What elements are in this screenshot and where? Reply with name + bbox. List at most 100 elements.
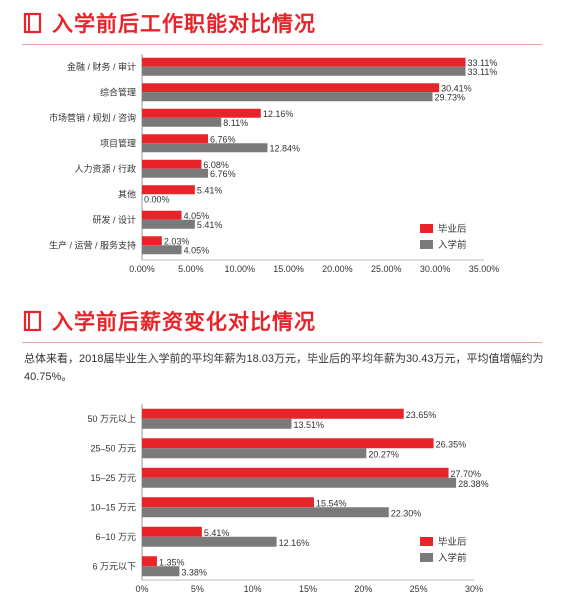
bar: [142, 210, 182, 220]
bar: [142, 57, 466, 67]
category-label: 其他: [118, 188, 136, 199]
legend-label: 毕业后: [438, 223, 467, 235]
legend-label: 毕业后: [438, 536, 467, 548]
x-tick-label: 25.00%: [371, 264, 402, 274]
data-label: 13.51%: [294, 420, 325, 430]
bar: [142, 83, 440, 93]
bar: [142, 219, 195, 229]
data-label: 12.16%: [263, 109, 294, 119]
x-tick-label: 5%: [191, 584, 204, 594]
data-label: 1.35%: [159, 557, 185, 567]
x-tick-label: 35.00%: [469, 264, 500, 274]
data-label: 22.30%: [391, 508, 422, 518]
data-label: 30.41%: [441, 83, 472, 93]
summary-text: 总体来看，2018届毕业生入学前的平均年薪为18.03万元，毕业后的平均年薪为3…: [24, 353, 544, 383]
legend-swatch: [420, 224, 433, 233]
data-label: 2.03%: [164, 236, 190, 246]
bar: [142, 566, 180, 577]
bar: [142, 236, 162, 246]
bar: [142, 92, 433, 102]
category-label: 综合管理: [100, 86, 136, 97]
bar: [142, 134, 209, 144]
x-tick-label: 30.00%: [420, 264, 451, 274]
data-label: 15.54%: [316, 498, 347, 508]
data-label: 33.11%: [468, 67, 498, 77]
data-label: 26.35%: [436, 439, 467, 449]
section-title-1: 入学前后工作职能对比情况: [52, 13, 316, 36]
bar: [142, 408, 404, 419]
bar: [142, 108, 261, 118]
section-header-1: 入学前后工作职能对比情况: [22, 8, 316, 38]
data-label: 4.05%: [184, 245, 210, 255]
data-label: 8.11%: [223, 118, 248, 128]
x-tick-label: 20.00%: [322, 264, 353, 274]
legend-swatch: [420, 240, 433, 249]
category-label: 50 万元以上: [87, 414, 136, 424]
x-tick-label: 30%: [465, 584, 483, 594]
bar: [142, 536, 277, 547]
bar: [142, 66, 466, 76]
legend-swatch: [420, 553, 433, 562]
category-label: 生产 / 运营 / 服务支持: [49, 239, 136, 250]
bar: [142, 143, 268, 153]
bar: [142, 526, 202, 537]
category-label: 6–10 万元: [95, 532, 136, 542]
x-tick-label: 0%: [135, 584, 148, 594]
data-label: 4.05%: [184, 211, 210, 221]
category-label: 金融 / 财务 / 审计: [67, 61, 136, 72]
data-label: 33.11%: [468, 58, 498, 68]
category-label: 6 万元以下: [92, 561, 136, 571]
bar: [142, 556, 157, 567]
chart-job-function: 金融 / 财务 / 审计 33.11%33.11% 综合管理 30.41%29.73%…: [49, 54, 500, 274]
category-label: 人力资源 / 行政: [74, 163, 136, 174]
bar: [142, 438, 434, 449]
section-header-2: 入学前后薪资变化对比情况: [22, 306, 316, 336]
x-tick-label: 10%: [244, 584, 262, 594]
legend-label: 入学前: [438, 239, 467, 251]
data-label: 12.84%: [269, 143, 300, 153]
bar: [142, 168, 209, 178]
category-label: 项目管理: [100, 137, 136, 148]
data-label: 28.38%: [458, 479, 489, 489]
x-tick-label: 10.00%: [224, 264, 255, 274]
bar: [142, 507, 389, 518]
x-tick-label: 15.00%: [273, 264, 304, 274]
category-label: 15–25 万元: [90, 473, 136, 483]
data-label: 3.38%: [181, 567, 207, 577]
bar: [142, 245, 182, 255]
x-tick-label: 25%: [410, 584, 428, 594]
data-label: 29.73%: [435, 92, 466, 102]
bar: [142, 477, 457, 488]
category-label: 10–15 万元: [90, 502, 136, 512]
bar: [142, 497, 314, 508]
data-label: 20.27%: [368, 449, 399, 459]
data-label: 5.41%: [197, 220, 223, 230]
data-label: 6.08%: [203, 160, 229, 170]
book-icon: [23, 310, 42, 332]
legend-label: 入学前: [438, 552, 467, 564]
chart-salary-change: 50 万元以上 23.65% 13.51% 25–50 万元 26.35% 20.27% 1…: [87, 404, 489, 594]
x-tick-label: 15%: [299, 584, 317, 594]
section-divider-2: [22, 342, 542, 343]
x-tick-label: 0.00%: [129, 264, 155, 274]
bar: [142, 117, 222, 127]
category-label: 研发 / 设计: [92, 214, 136, 225]
bar: [142, 418, 292, 429]
legend-swatch: [420, 537, 433, 546]
section-title-2: 入学前后薪资变化对比情况: [52, 311, 316, 334]
data-label: 5.41%: [204, 528, 230, 538]
bar: [142, 448, 367, 459]
data-label: 0.00%: [144, 194, 170, 204]
data-label: 12.16%: [279, 538, 310, 548]
category-label: 市场营销 / 规划 / 咨询: [49, 112, 136, 123]
data-label: 23.65%: [406, 410, 437, 420]
bar: [142, 159, 202, 169]
data-label: 6.76%: [210, 134, 236, 144]
bar: [142, 467, 449, 478]
data-label: 27.70%: [451, 469, 482, 479]
data-label: 6.76%: [210, 169, 236, 179]
section-divider-1: [22, 44, 542, 45]
book-icon: [23, 12, 42, 34]
x-tick-label: 5.00%: [178, 264, 204, 274]
bar: [142, 185, 195, 195]
